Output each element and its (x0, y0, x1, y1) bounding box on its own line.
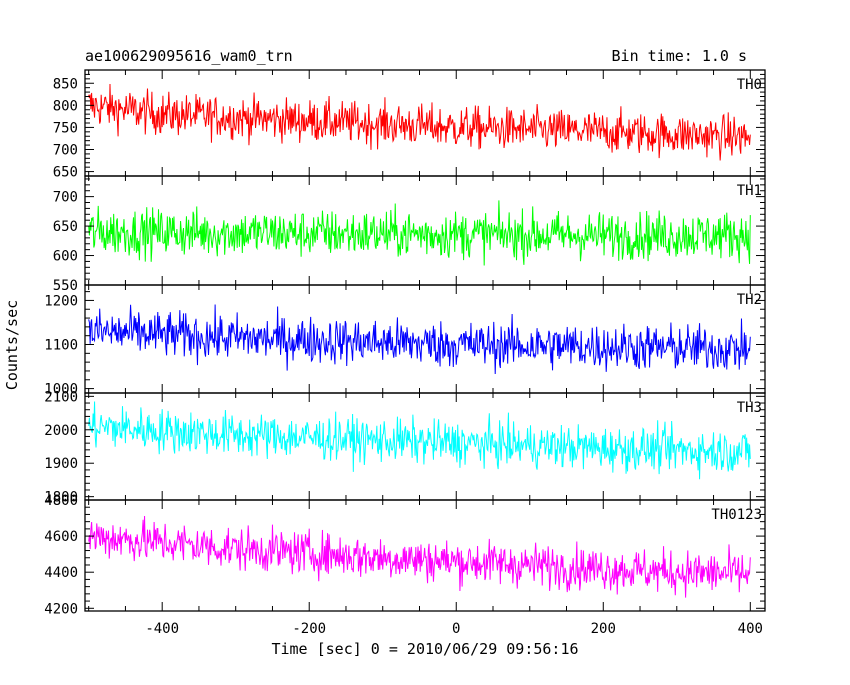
y-tick-label: 2100 (44, 389, 78, 405)
chart-title-right: Bin time: 1.0 s (612, 47, 747, 65)
panel-th3: 1800 1900 2000 2100 TH3 (44, 389, 766, 506)
y-tick-label: 700 (53, 190, 78, 206)
panel-label-th1: TH1 (737, 183, 762, 199)
panels-layer: 650 700 750 800 850 TH0 550 600 650 700 TH1 1000 110… (44, 69, 766, 637)
y-tick-label: 1200 (44, 293, 78, 309)
y-axis-title: Counts/sec (3, 300, 21, 390)
y-tick-label: 1800 (44, 490, 78, 506)
x-tick-label: 400 (738, 621, 763, 637)
y-tick-label: 2000 (44, 423, 78, 439)
y-tick-label: 4800 (44, 493, 78, 509)
panel-th1: 550 600 650 700 TH1 (53, 175, 766, 294)
series-line-th3 (88, 401, 751, 480)
chart-title-left: ae100629095616_wam0_trn (85, 47, 293, 65)
y-tick-label: 4400 (44, 565, 78, 581)
panel-th0123: 4200 4400 4600 4800 TH0123 (44, 493, 766, 617)
panel-frame (84, 499, 766, 612)
y-tick-label: 550 (53, 278, 78, 294)
panel-th2: 1000 1100 1200 TH2 (44, 284, 766, 398)
y-tick-label: 650 (53, 165, 78, 181)
y-tick-label: 1000 (44, 382, 78, 398)
y-tick-label: 1100 (44, 338, 78, 354)
panel-label-th0123: TH0123 (711, 507, 762, 523)
x-tick-label: 200 (591, 621, 616, 637)
y-tick-label: 1900 (44, 456, 78, 472)
x-tick-label: -200 (292, 621, 326, 637)
series-line-th2 (88, 304, 751, 375)
panel-label-th3: TH3 (737, 400, 762, 416)
y-tick-label: 4200 (44, 601, 78, 617)
x-axis-title: Time [sec] 0 = 2010/06/29 09:56:16 (271, 640, 578, 658)
x-tick-label: 0 (452, 621, 460, 637)
y-tick-label: 650 (53, 219, 78, 235)
y-tick-label: 750 (53, 120, 78, 136)
series-line-th0123 (88, 516, 751, 598)
panel-label-th2: TH2 (737, 292, 762, 308)
y-tick-label: 800 (53, 98, 78, 114)
series-line-th0 (88, 83, 751, 161)
series-line-th1 (88, 200, 751, 266)
y-tick-label: 850 (53, 76, 78, 92)
x-tick-label: -400 (145, 621, 179, 637)
panel-th0: 650 700 750 800 850 TH0 (53, 69, 766, 181)
y-tick-label: 700 (53, 143, 78, 159)
y-tick-label: 600 (53, 249, 78, 265)
panel-label-th0: TH0 (737, 77, 762, 93)
y-tick-label: 4600 (44, 529, 78, 545)
